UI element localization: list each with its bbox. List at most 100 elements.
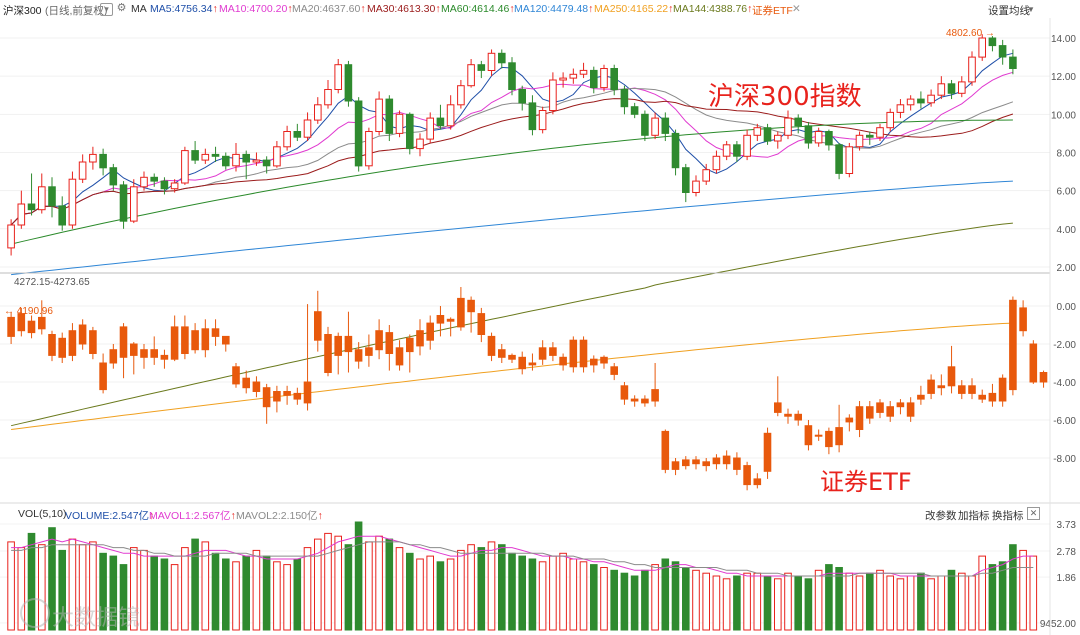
etf-title-annotation: 证券ETF xyxy=(820,468,912,496)
etf-candle-body xyxy=(825,430,833,448)
index-candle-body xyxy=(273,146,281,167)
volume-bar xyxy=(314,538,322,631)
etf-candle-body xyxy=(89,330,97,355)
etf-candle-body xyxy=(344,335,353,353)
volume-bar xyxy=(794,575,803,631)
index-candle-body xyxy=(559,77,567,81)
right-axis-tick: 12.00 xyxy=(1051,72,1076,83)
volume-bar xyxy=(906,575,915,631)
etf-candle-body xyxy=(753,478,762,486)
index-candle-body xyxy=(661,117,670,134)
volume-bar xyxy=(876,569,884,631)
etf-candle-body xyxy=(385,332,394,355)
volume-bar xyxy=(201,541,210,631)
index-candle-body xyxy=(252,159,261,163)
close-pane-icon[interactable]: ✕ xyxy=(1027,507,1040,520)
volume-bar xyxy=(825,564,833,631)
index-candle-body xyxy=(38,186,46,211)
add-indicator-button[interactable]: 加指标 xyxy=(958,510,990,522)
volume-bar xyxy=(866,572,874,631)
volume-bar xyxy=(283,564,291,631)
right-axis-labels: 14.00 12.00 10.00 8.00 6.00 4.00 2.00 0.00 -2.00… xyxy=(1040,34,1077,630)
index-candle-body xyxy=(804,125,813,144)
index-candles xyxy=(7,34,1017,256)
dropdown-icon[interactable]: ▾ xyxy=(100,3,113,16)
etf-candle-body xyxy=(99,362,107,391)
etf-candle-body xyxy=(58,337,67,358)
volume-bar xyxy=(293,558,302,631)
index-candle-body xyxy=(600,68,608,89)
volume-bar xyxy=(508,552,516,631)
ma144-label: MA144:4388.76↑ xyxy=(673,3,753,15)
volume-bar xyxy=(334,535,342,631)
volume-bar xyxy=(446,558,455,631)
symbol-label[interactable]: 沪深300 xyxy=(3,5,42,17)
index-candle-body xyxy=(99,153,107,169)
index-candle-body xyxy=(211,153,220,157)
etf-candle-body xyxy=(140,349,148,358)
etf-candle-body xyxy=(712,457,721,465)
etf-candle-body xyxy=(416,330,424,347)
right-axis-tick: -4.00 xyxy=(1053,378,1076,389)
index-candle-body xyxy=(937,83,946,96)
vol-label: VOL(5,10) xyxy=(18,508,67,520)
index-candle-body xyxy=(375,98,383,132)
settings-ma-button[interactable]: 设置均线 xyxy=(988,5,1030,17)
gear-icon[interactable]: ⚙ xyxy=(116,2,127,14)
etf-candle-body xyxy=(579,339,588,368)
etf-candle-body xyxy=(569,339,578,368)
chevron-down-icon[interactable]: ▼ xyxy=(1027,5,1035,14)
etf-candle-body xyxy=(1029,343,1038,383)
switch-indicator-button[interactable]: 换指标 xyxy=(992,510,1024,522)
etf-candle-body xyxy=(27,320,36,334)
index-candle-body xyxy=(712,155,721,171)
volume-bar xyxy=(48,527,56,631)
index-candle-body xyxy=(610,68,619,90)
etf-candle-body xyxy=(170,326,179,360)
volume-bar xyxy=(733,575,741,631)
index-candle-body xyxy=(68,178,77,226)
volume-bar xyxy=(600,567,608,631)
volume-bar xyxy=(641,569,649,631)
etf-legend-label: 证券ETF xyxy=(752,5,793,17)
volume-bar xyxy=(222,558,230,631)
etf-candle-body xyxy=(303,381,312,404)
etf-candle-body xyxy=(804,425,813,446)
close-icon[interactable]: ✕ xyxy=(792,3,801,15)
index-candle-body xyxy=(651,117,659,136)
volume-bar xyxy=(835,567,843,631)
index-candle-body xyxy=(528,102,537,131)
index-candle-body xyxy=(978,37,987,58)
watermark-logo-icon xyxy=(20,598,50,628)
volume-bar xyxy=(150,555,158,631)
volume-bar xyxy=(590,564,598,631)
volume-bar xyxy=(365,541,373,631)
index-candle-body xyxy=(927,94,935,104)
index-candle-body xyxy=(334,64,342,90)
volume-bar xyxy=(682,567,690,631)
etf-candle-body xyxy=(886,406,895,417)
volume-bar xyxy=(303,547,312,631)
volume-bar xyxy=(814,569,823,631)
etf-candle-body xyxy=(477,313,486,336)
volume-bar xyxy=(406,552,414,631)
right-axis-tick: 14.00 xyxy=(1051,34,1076,45)
ma60-line xyxy=(10,119,1013,245)
index-candle-body xyxy=(518,89,527,104)
index-candle-body xyxy=(538,110,547,131)
etf-candle-body xyxy=(988,392,997,402)
etf-candle-body xyxy=(927,379,935,394)
volume-bar xyxy=(702,572,711,631)
etf-candle-body xyxy=(559,356,567,366)
ma250-label: MA250:4165.22↑ xyxy=(594,3,674,15)
ma20-line xyxy=(10,87,1014,226)
index-candle-body xyxy=(232,153,240,167)
ma250-line xyxy=(11,322,1013,430)
etf-candle-body xyxy=(896,402,905,408)
etf-candle-body xyxy=(130,343,138,356)
index-candle-body xyxy=(354,100,363,167)
index-candle-body xyxy=(487,52,496,71)
etf-candle-body xyxy=(610,366,619,375)
edit-params-button[interactable]: 改参数 xyxy=(925,510,957,522)
